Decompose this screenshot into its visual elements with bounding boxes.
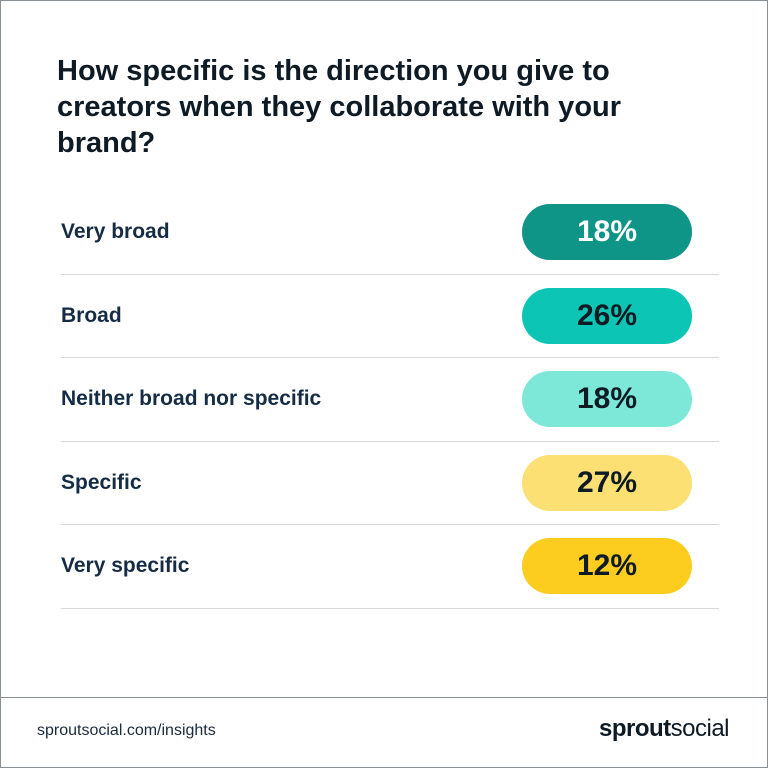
response-row: Specific 27% bbox=[61, 442, 719, 525]
response-row: Neither broad nor specific 18% bbox=[61, 358, 719, 442]
response-row: Broad 26% bbox=[61, 275, 719, 358]
logo-text-sprout: sprout bbox=[598, 715, 671, 742]
response-list: Very broad 18% Broad 26% Neither broad nor s… bbox=[61, 191, 719, 609]
response-label: Very specific bbox=[61, 554, 190, 578]
response-row: Very specific 12% bbox=[61, 525, 719, 609]
response-label: Very broad bbox=[61, 220, 170, 244]
footer-url: sproutsocial.com/insights bbox=[37, 722, 216, 739]
logo-text-social: social bbox=[670, 715, 730, 742]
response-label: Neither broad nor specific bbox=[61, 387, 322, 411]
response-row: Very broad 18% bbox=[61, 191, 719, 275]
percentage-pill: 26% bbox=[522, 287, 692, 344]
percentage-pill: 12% bbox=[522, 538, 692, 595]
sproutsocial-logo: sproutsocial bbox=[598, 715, 730, 743]
chart-title: How specific is the direction you give t… bbox=[57, 55, 622, 159]
footer-divider bbox=[1, 697, 767, 698]
percentage-pill: 18% bbox=[522, 204, 692, 261]
percentage-pill: 18% bbox=[522, 371, 692, 428]
percentage-pill: 27% bbox=[522, 454, 692, 511]
response-label: Specific bbox=[61, 470, 142, 494]
response-label: Broad bbox=[61, 303, 122, 327]
